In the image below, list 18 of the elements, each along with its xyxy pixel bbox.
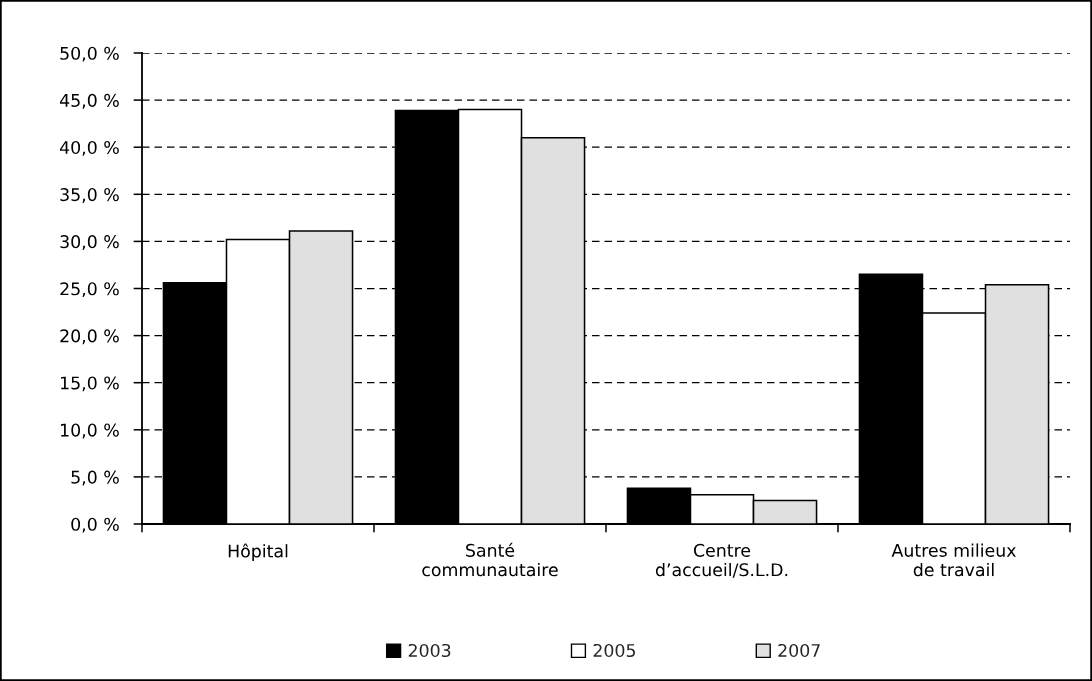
y-tick-label: 20,0 % xyxy=(60,329,119,345)
y-tick-label: 35,0 % xyxy=(60,188,119,203)
y-tick-label: 25,0 % xyxy=(60,282,119,298)
legend-label: 2003 xyxy=(408,643,451,658)
legend-label: 2005 xyxy=(593,643,635,658)
y-tick-label: 30,0 % xyxy=(60,235,119,251)
y-tick-label: 45,0 % xyxy=(59,93,119,109)
x-tick-label: Hôpital xyxy=(228,543,288,561)
y-tick-label: 5,0 % xyxy=(71,470,119,486)
y-tick-label: 15,0 % xyxy=(61,376,119,392)
legend-label: 2007 xyxy=(778,643,820,658)
x-tick-label: Autres milieux de travail xyxy=(891,543,1016,577)
y-tick-label: 10,0 % xyxy=(61,423,119,439)
y-tick-label: 0,0 % xyxy=(71,517,119,533)
y-tick-label: 50,0 % xyxy=(60,46,119,62)
x-tick-label: Santé communautaire xyxy=(422,542,558,577)
x-tick-label: Centre d’accueil/S.L.D. xyxy=(655,543,788,578)
y-tick-label: 40,0 % xyxy=(59,140,119,156)
